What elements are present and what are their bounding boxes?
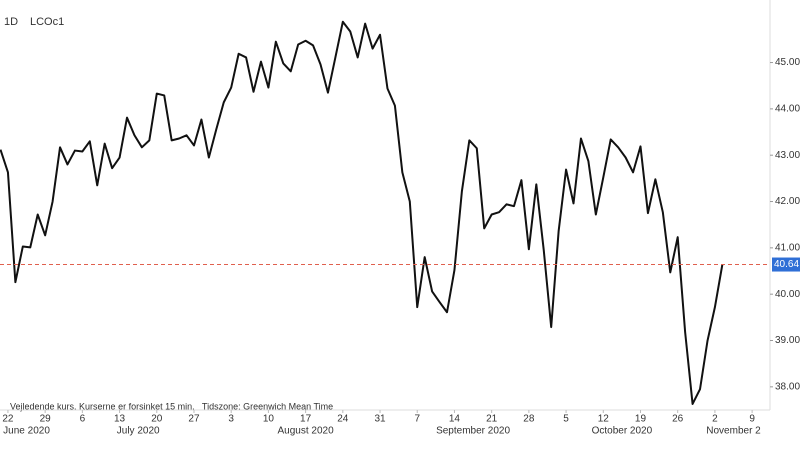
x-tick-label: 7: [414, 414, 420, 425]
x-tick-label: 21: [486, 414, 498, 425]
y-tick-label: 42.00: [775, 196, 800, 207]
x-tick-label: 27: [188, 414, 200, 425]
x-tick-label: 17: [300, 414, 312, 425]
x-tick-label: 9: [749, 414, 755, 425]
x-tick-label: 5: [563, 414, 569, 425]
month-label: June 2020: [3, 426, 50, 437]
month-label: October 2020: [592, 426, 653, 437]
month-label: August 2020: [278, 426, 335, 437]
y-tick-label: 40.00: [775, 289, 800, 300]
y-tick-label: 45.00: [775, 57, 800, 68]
y-tick-label: 38.00: [775, 381, 800, 392]
x-tick-label: 13: [114, 414, 126, 425]
x-tick-label: 19: [635, 414, 647, 425]
price-line: [0, 20, 724, 405]
x-tick-label: 22: [2, 414, 14, 425]
last-value-box: [772, 257, 800, 272]
x-tick-label: 2: [712, 414, 718, 425]
x-tick-label: 26: [672, 414, 684, 425]
x-tick-label: 20: [151, 414, 163, 425]
x-tick-label: 6: [80, 414, 86, 425]
y-tick-label: 39.00: [775, 335, 800, 346]
last-value-label: 40.64: [774, 259, 799, 270]
x-tick-label: 29: [40, 414, 52, 425]
x-tick-label: 10: [263, 414, 275, 425]
x-tick-label: 14: [449, 414, 461, 425]
x-tick-label: 12: [598, 414, 610, 425]
x-tick-label: 3: [228, 414, 234, 425]
x-tick-label: 28: [523, 414, 535, 425]
y-tick-label: 44.00: [775, 104, 800, 115]
month-label: July 2020: [117, 426, 160, 437]
interval-label: 1D: [4, 16, 18, 28]
y-tick-label: 43.00: [775, 150, 800, 161]
x-tick-label: 24: [337, 414, 349, 425]
y-tick-label: 41.00: [775, 242, 800, 253]
symbol-label: LCOc1: [30, 16, 64, 28]
month-label: November 2: [706, 426, 761, 437]
month-label: September 2020: [436, 426, 510, 437]
footer-note: Vejledende kurs. Kurserne er forsinket 1…: [10, 401, 333, 411]
x-tick-label: 31: [374, 414, 386, 425]
